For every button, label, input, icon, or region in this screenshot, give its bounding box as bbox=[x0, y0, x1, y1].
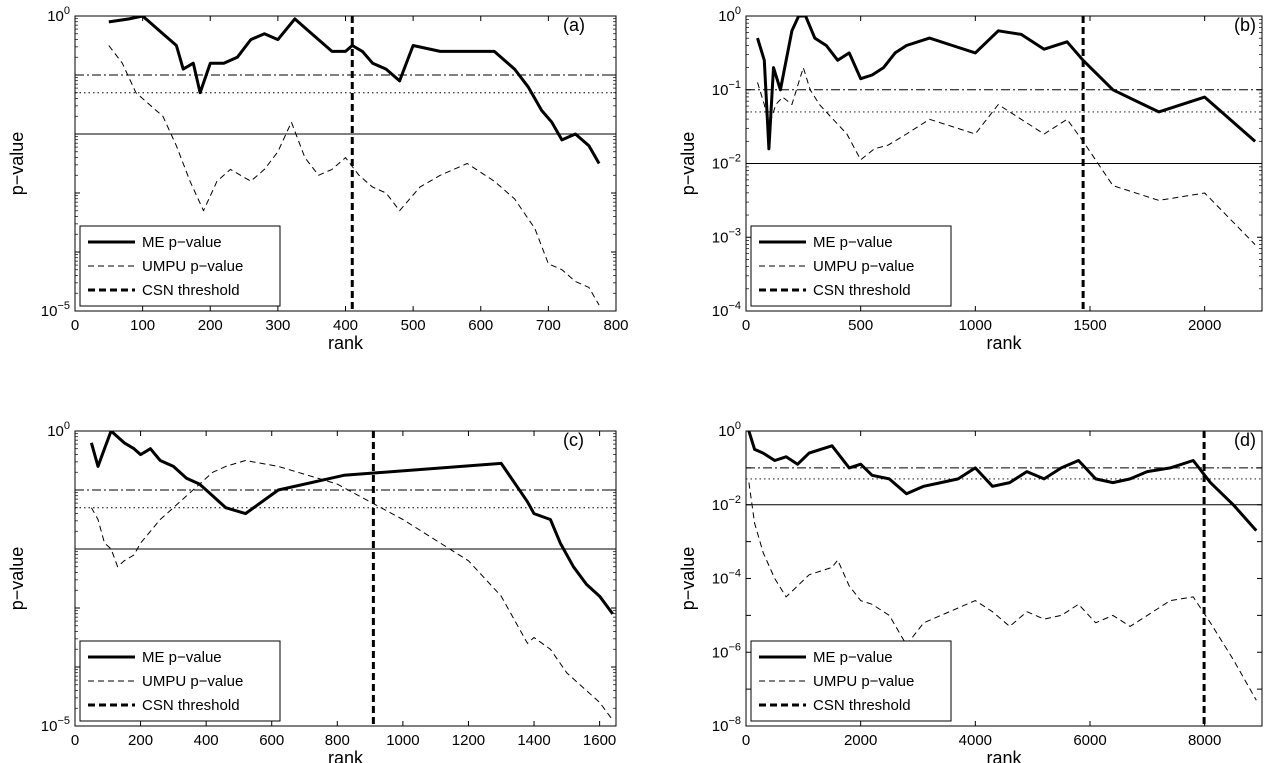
plot-panel: 0 500 1000 1500 2000 100 10−1 10−2 10−3 10−4 rank p… bbox=[678, 5, 1263, 353]
x-tick-label: 1000 bbox=[959, 317, 992, 334]
x-tick-label: 300 bbox=[265, 317, 290, 334]
x-tick-label: 600 bbox=[259, 732, 284, 749]
legend-entry: ME p−value bbox=[813, 649, 893, 666]
legend: ME p−value UMPU p−value CSN threshold bbox=[79, 225, 281, 307]
x-tick-label: 500 bbox=[848, 317, 873, 334]
x-tick-label: 0 bbox=[742, 317, 750, 334]
x-tick-label: 400 bbox=[194, 732, 219, 749]
x-tick-label: 500 bbox=[401, 317, 426, 334]
x-tick-label: 1500 bbox=[1073, 317, 1106, 334]
legend-entry: UMPU p−value bbox=[813, 258, 914, 275]
y-tick-label: 10−5 bbox=[41, 300, 70, 320]
series-line bbox=[747, 431, 1258, 532]
series-group bbox=[756, 16, 1257, 245]
x-tick-label: 8000 bbox=[1188, 732, 1221, 749]
series-line bbox=[108, 45, 600, 306]
y-tick-label: 10−5 bbox=[41, 715, 70, 735]
y-tick-label: 100 bbox=[718, 5, 741, 25]
y-axis-label: p−value bbox=[7, 547, 27, 611]
legend-entry: UMPU p−value bbox=[813, 673, 914, 690]
panel-label: (d) bbox=[1234, 430, 1256, 450]
series-line bbox=[90, 460, 614, 721]
legend: ME p−value UMPU p−value CSN threshold bbox=[79, 640, 281, 722]
series-line bbox=[757, 67, 1256, 245]
y-tick-label: 10−3 bbox=[712, 226, 741, 246]
panel-label: (b) bbox=[1234, 15, 1256, 35]
legend: ME p−value UMPU p−value CSN threshold bbox=[750, 225, 952, 307]
y-tick-label: 100 bbox=[718, 420, 741, 440]
y-tick-label: 100 bbox=[47, 420, 70, 440]
x-tick-label: 0 bbox=[71, 317, 79, 334]
x-tick-label: 700 bbox=[536, 317, 561, 334]
y-tick-label: 10−2 bbox=[712, 153, 741, 173]
plot-panel: 0 2000 4000 6000 8000 100 10−2 10−4 10−6 10−8 rank… bbox=[678, 420, 1263, 763]
legend-entry: CSN threshold bbox=[813, 282, 911, 299]
x-axis-label: rank bbox=[986, 748, 1022, 763]
x-tick-label: 1400 bbox=[517, 732, 550, 749]
panel-label: (a) bbox=[563, 15, 585, 35]
y-axis-label: p−value bbox=[678, 547, 698, 611]
legend-entry: CSN threshold bbox=[142, 282, 240, 299]
series-group bbox=[747, 431, 1258, 701]
plot-panel: 0 200 400 600 800 1000 1200 1400 1600 100 10−5 rank… bbox=[7, 420, 617, 763]
x-tick-label: 400 bbox=[333, 317, 358, 334]
x-tick-label: 2000 bbox=[1188, 317, 1221, 334]
x-axis-label: rank bbox=[328, 748, 364, 763]
legend-entry: ME p−value bbox=[142, 234, 222, 251]
x-tick-label: 1200 bbox=[452, 732, 485, 749]
series-line bbox=[748, 482, 1257, 701]
legend-entry: ME p−value bbox=[813, 234, 893, 251]
y-axis-label: p−value bbox=[678, 132, 698, 196]
x-tick-label: 200 bbox=[128, 732, 153, 749]
axes-box bbox=[74, 430, 617, 727]
series-group bbox=[89, 431, 614, 721]
y-tick-label: 10−2 bbox=[712, 494, 741, 514]
legend: ME p−value UMPU p−value CSN threshold bbox=[750, 640, 952, 722]
x-axis-label: rank bbox=[986, 333, 1022, 353]
x-tick-label: 800 bbox=[325, 732, 350, 749]
x-tick-label: 800 bbox=[603, 317, 628, 334]
x-tick-label: 4000 bbox=[959, 732, 992, 749]
panel-label: (c) bbox=[563, 430, 584, 450]
x-tick-label: 100 bbox=[130, 317, 155, 334]
legend-entry: UMPU p−value bbox=[142, 258, 243, 275]
y-tick-label: 10−4 bbox=[712, 300, 741, 320]
y-tick-label: 100 bbox=[47, 5, 70, 25]
series-line bbox=[108, 16, 601, 165]
series-group bbox=[108, 16, 601, 306]
x-tick-label: 0 bbox=[742, 732, 750, 749]
x-tick-label: 1000 bbox=[386, 732, 419, 749]
plot-panel: 0 100 200 300 400 500 600 700 800 100 10−5 rank p−va… bbox=[7, 5, 629, 353]
y-axis-label: p−value bbox=[7, 132, 27, 196]
y-tick-label: 10−1 bbox=[712, 79, 741, 99]
legend-entry: CSN threshold bbox=[813, 697, 911, 714]
x-tick-label: 600 bbox=[468, 317, 493, 334]
series-line bbox=[756, 16, 1257, 151]
legend-entry: ME p−value bbox=[142, 649, 222, 666]
x-tick-label: 6000 bbox=[1073, 732, 1106, 749]
x-tick-label: 1600 bbox=[583, 732, 616, 749]
x-tick-label: 0 bbox=[71, 732, 79, 749]
y-tick-label: 10−6 bbox=[712, 641, 741, 661]
legend-entry: UMPU p−value bbox=[142, 673, 243, 690]
y-tick-label: 10−8 bbox=[712, 715, 741, 735]
x-axis-label: rank bbox=[328, 333, 364, 353]
y-tick-label: 10−4 bbox=[712, 568, 741, 588]
series-line bbox=[89, 431, 614, 615]
x-tick-label: 2000 bbox=[844, 732, 877, 749]
legend-entry: CSN threshold bbox=[142, 697, 240, 714]
x-tick-label: 200 bbox=[198, 317, 223, 334]
